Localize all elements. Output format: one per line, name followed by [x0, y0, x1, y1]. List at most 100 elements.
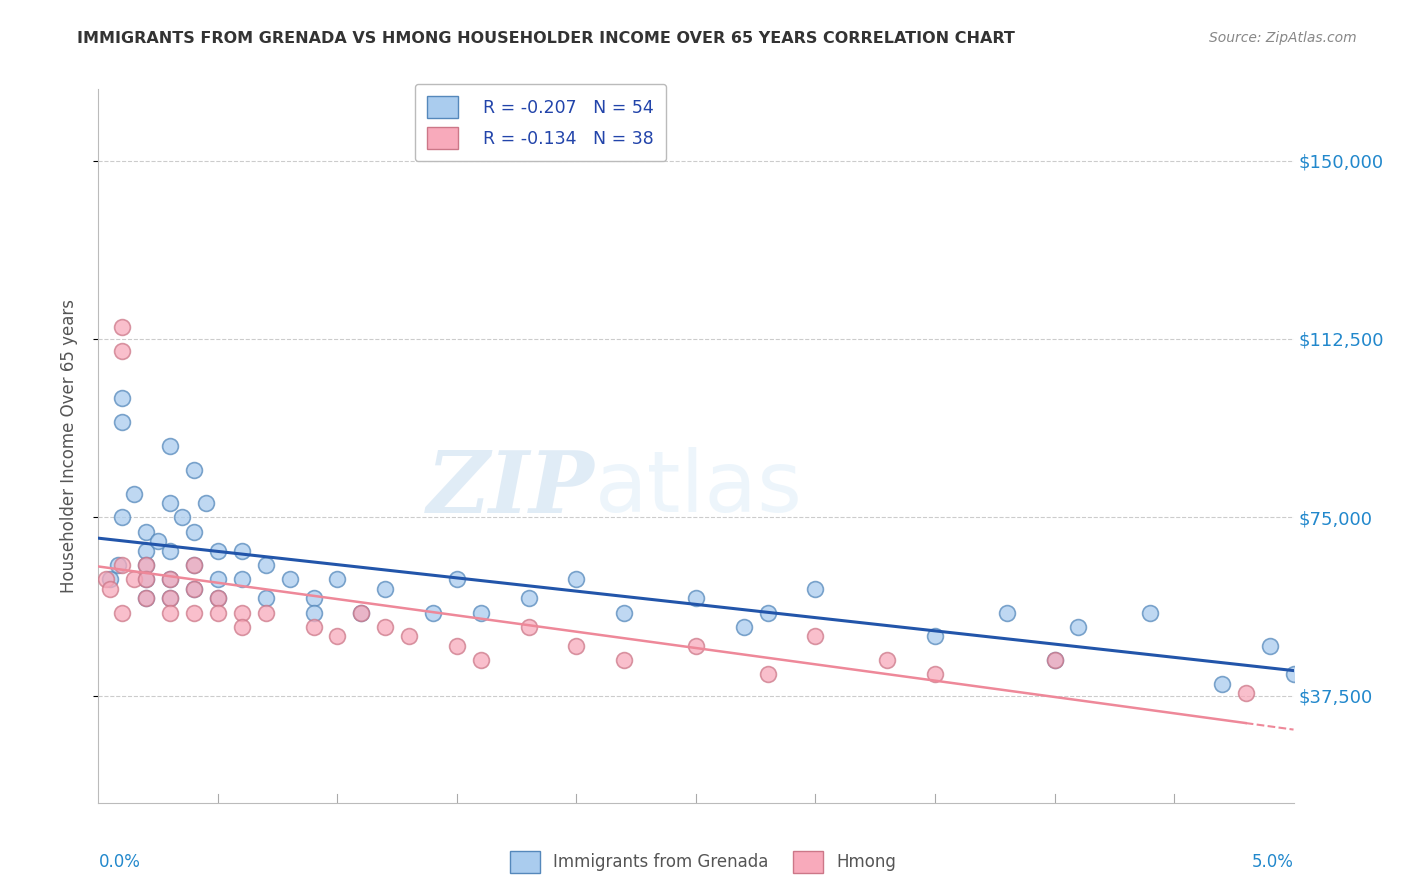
Point — [172, 510, 194, 524]
Text: ZIP: ZIP — [426, 447, 595, 531]
Point — [326, 572, 349, 586]
Point — [613, 653, 636, 667]
Point — [148, 534, 170, 549]
Point — [254, 558, 277, 572]
Point — [876, 653, 898, 667]
Point — [183, 582, 205, 596]
Point — [111, 558, 134, 572]
Point — [159, 543, 181, 558]
Point — [1043, 653, 1066, 667]
Point — [207, 606, 229, 620]
Point — [135, 572, 157, 586]
Point — [207, 591, 229, 606]
Point — [183, 582, 205, 596]
Point — [470, 606, 492, 620]
Point — [374, 582, 396, 596]
Point — [98, 582, 122, 596]
Point — [159, 572, 181, 586]
Y-axis label: Householder Income Over 65 years: Householder Income Over 65 years — [59, 299, 77, 593]
Point — [470, 653, 492, 667]
Point — [135, 543, 157, 558]
Point — [159, 572, 181, 586]
Text: Source: ZipAtlas.com: Source: ZipAtlas.com — [1209, 31, 1357, 45]
Point — [207, 543, 229, 558]
Point — [254, 606, 277, 620]
Point — [613, 606, 636, 620]
Point — [374, 620, 396, 634]
Point — [124, 486, 146, 500]
Point — [159, 439, 181, 453]
Point — [98, 572, 122, 586]
Point — [1067, 620, 1090, 634]
Point — [804, 582, 827, 596]
Legend:   R = -0.207   N = 54,   R = -0.134   N = 38: R = -0.207 N = 54, R = -0.134 N = 38 — [415, 84, 666, 161]
Point — [924, 629, 946, 643]
Point — [231, 620, 253, 634]
Text: 5.0%: 5.0% — [1251, 853, 1294, 871]
Point — [183, 558, 205, 572]
Text: IMMIGRANTS FROM GRENADA VS HMONG HOUSEHOLDER INCOME OVER 65 YEARS CORRELATION CH: IMMIGRANTS FROM GRENADA VS HMONG HOUSEHO… — [77, 31, 1015, 46]
Point — [159, 591, 181, 606]
Point — [517, 620, 540, 634]
Legend: Immigrants from Grenada, Hmong: Immigrants from Grenada, Hmong — [503, 845, 903, 880]
Point — [159, 606, 181, 620]
Point — [733, 620, 755, 634]
Point — [207, 572, 229, 586]
Point — [124, 572, 146, 586]
Point — [111, 343, 134, 358]
Point — [350, 606, 373, 620]
Point — [135, 558, 157, 572]
Point — [756, 667, 779, 681]
Point — [183, 558, 205, 572]
Point — [111, 606, 134, 620]
Point — [685, 639, 707, 653]
Text: atlas: atlas — [595, 447, 803, 531]
Point — [517, 591, 540, 606]
Point — [1043, 653, 1066, 667]
Point — [1234, 686, 1257, 700]
Point — [135, 591, 157, 606]
Point — [159, 591, 181, 606]
Point — [565, 639, 588, 653]
Point — [111, 392, 134, 406]
Point — [446, 572, 468, 586]
Point — [1139, 606, 1161, 620]
Point — [111, 510, 134, 524]
Point — [326, 629, 349, 643]
Point — [1282, 667, 1305, 681]
Point — [804, 629, 827, 643]
Point — [756, 606, 779, 620]
Point — [107, 558, 129, 572]
Point — [135, 558, 157, 572]
Point — [278, 572, 301, 586]
Point — [350, 606, 373, 620]
Point — [565, 572, 588, 586]
Point — [111, 320, 134, 334]
Point — [195, 496, 218, 510]
Point — [1211, 677, 1233, 691]
Point — [135, 524, 157, 539]
Point — [207, 591, 229, 606]
Point — [183, 463, 205, 477]
Point — [231, 572, 253, 586]
Point — [398, 629, 420, 643]
Point — [302, 606, 325, 620]
Point — [111, 415, 134, 429]
Point — [231, 543, 253, 558]
Point — [685, 591, 707, 606]
Point — [159, 496, 181, 510]
Text: 0.0%: 0.0% — [98, 853, 141, 871]
Point — [135, 572, 157, 586]
Point — [924, 667, 946, 681]
Point — [1258, 639, 1281, 653]
Point — [183, 606, 205, 620]
Point — [183, 524, 205, 539]
Point — [422, 606, 444, 620]
Point — [94, 572, 117, 586]
Point — [231, 606, 253, 620]
Point — [302, 620, 325, 634]
Point — [302, 591, 325, 606]
Point — [446, 639, 468, 653]
Point — [135, 591, 157, 606]
Point — [995, 606, 1018, 620]
